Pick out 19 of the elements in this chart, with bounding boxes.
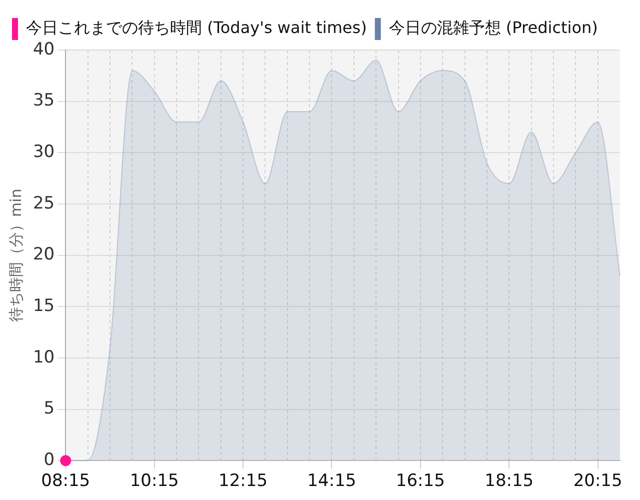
y-tick-label: 10 bbox=[32, 347, 55, 368]
y-tick-label: 20 bbox=[32, 244, 55, 265]
y-tick-label: 30 bbox=[32, 142, 55, 162]
x-tick-label: 12:15 bbox=[218, 471, 268, 492]
x-tick-label: 08:15 bbox=[41, 471, 90, 492]
y-tick-label: 40 bbox=[32, 39, 55, 60]
y-tick-label: 25 bbox=[32, 193, 55, 214]
legend-label: 今日これまでの待ち時間 (Today's wait times) bbox=[26, 18, 367, 38]
y-tick-label: 0 bbox=[44, 450, 55, 470]
y-tick-label: 35 bbox=[32, 90, 55, 111]
y-axis-title: 待ち時間（分）min bbox=[6, 188, 25, 322]
y-tick-label: 15 bbox=[32, 296, 55, 316]
x-tick-label: 16:15 bbox=[396, 471, 445, 492]
x-tick-label: 14:15 bbox=[307, 471, 356, 492]
x-tick-label: 20:15 bbox=[573, 471, 622, 492]
y-tick-label: 5 bbox=[44, 398, 55, 419]
legend-label: 今日の混雑予想 (Prediction) bbox=[388, 18, 598, 38]
x-tick-label: 18:15 bbox=[484, 471, 534, 492]
x-tick-label: 10:15 bbox=[130, 471, 179, 492]
